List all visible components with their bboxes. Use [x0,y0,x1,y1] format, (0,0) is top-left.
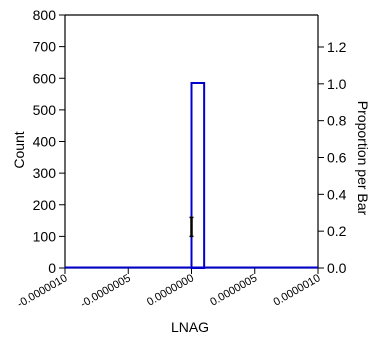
x-axis-title: LNAG [171,319,209,335]
median-marker [189,216,194,238]
x-tick-label: 0.0000005 [208,272,259,308]
x-tick-label: 0.0000010 [271,272,322,308]
left-y-tick-label: 500 [33,102,57,118]
right-y-tick-label: 0.8 [327,113,347,129]
right-y-tick-label: 1.2 [327,39,347,55]
left-y-tick-label: 100 [33,228,57,244]
right-y-tick-label: 1.0 [327,76,347,92]
x-tick-label: 0.0000000 [145,272,196,308]
x-ticks: -0.0000010 -0.0000005 0.0000000 0.0000005 0.… [15,268,323,310]
right-y-tick-label: 0.2 [327,223,347,239]
left-y-tick-label: 700 [33,39,57,55]
right-y-tick-label: 0.0 [327,260,347,276]
right-y-tick-label: 0.6 [327,150,347,166]
x-tick-label: -0.0000005 [79,272,133,310]
histogram-bar [190,81,206,270]
left-y-ticks: 0 100 200 300 400 500 600 700 800 [33,7,65,276]
left-y-tick-label: 0 [48,260,56,276]
left-y-tick-label: 800 [33,7,57,23]
right-y-axis-title: Proportion per Bar [355,101,369,216]
left-y-tick-label: 600 [33,70,57,86]
left-y-axis-title: Count [11,131,27,168]
right-y-ticks: 0.0 0.2 0.4 0.6 0.8 1.0 1.2 [318,39,347,276]
bars [65,81,318,270]
left-y-tick-label: 400 [33,134,57,150]
right-y-tick-label: 0.4 [327,186,347,202]
left-y-tick-label: 300 [33,165,57,181]
left-y-tick-label: 200 [33,197,57,213]
x-tick-label: -0.0000010 [15,272,69,310]
